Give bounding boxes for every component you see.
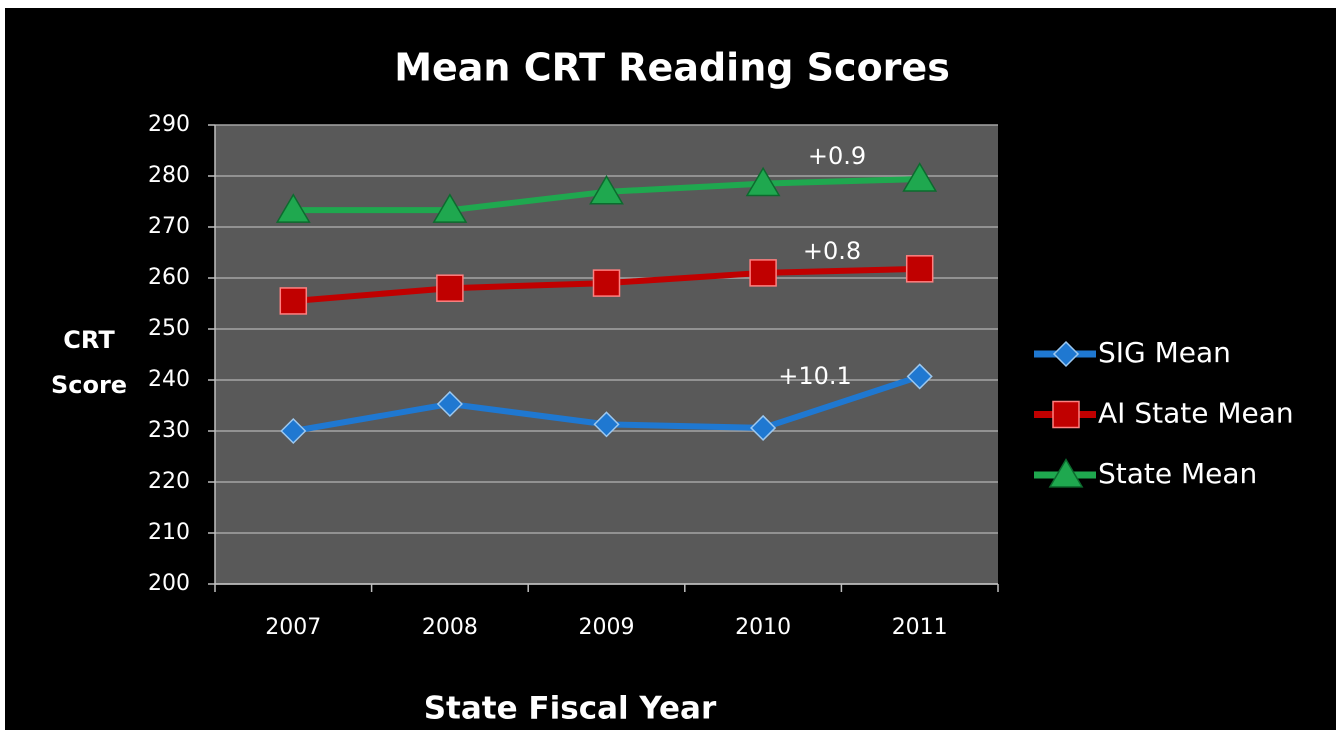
y-tick-label: 260 (148, 265, 190, 290)
marker (905, 255, 934, 283)
x-tick-label: 2007 (265, 615, 321, 640)
marker (1048, 458, 1084, 488)
marker (589, 174, 624, 205)
y-axis-label: CRT Score (50, 326, 128, 399)
y-tick-label: 250 (148, 316, 190, 341)
y-tick-label: 290 (148, 112, 190, 137)
marker (750, 414, 777, 442)
marker (1052, 340, 1080, 368)
annotation: +10.1 (778, 362, 852, 390)
x-tick-label: 2010 (735, 615, 791, 640)
x-tick-label: 2009 (579, 615, 635, 640)
x-axis-label: State Fiscal Year (424, 691, 717, 727)
marker (592, 269, 621, 297)
marker (745, 166, 781, 197)
marker (593, 411, 620, 438)
legend-label: AI State Mean (1098, 397, 1294, 430)
marker (280, 417, 307, 445)
marker (432, 193, 468, 223)
marker (906, 363, 933, 390)
marker (902, 162, 938, 192)
chart-title: Mean CRT Reading Scores (394, 46, 950, 90)
annotation: +0.9 (808, 142, 866, 170)
legend-label: SIG Mean (1098, 336, 1231, 369)
marker (1052, 400, 1080, 429)
x-tick-label: 2011 (892, 615, 948, 640)
y-tick-label: 230 (148, 418, 190, 443)
legend-label: State Mean (1098, 457, 1257, 490)
y-tick-label: 270 (148, 214, 190, 239)
y-tick-label: 220 (148, 469, 190, 494)
y-tick-label: 240 (148, 367, 190, 392)
y-tick-label: 210 (148, 520, 190, 545)
marker (275, 193, 311, 223)
y-tick-label: 200 (148, 571, 190, 596)
marker (279, 287, 308, 315)
marker (749, 259, 777, 287)
marker (436, 274, 464, 302)
marker (436, 390, 463, 418)
y-tick-label: 280 (148, 163, 190, 188)
annotation: +0.8 (803, 237, 861, 265)
x-tick-label: 2008 (422, 615, 478, 640)
